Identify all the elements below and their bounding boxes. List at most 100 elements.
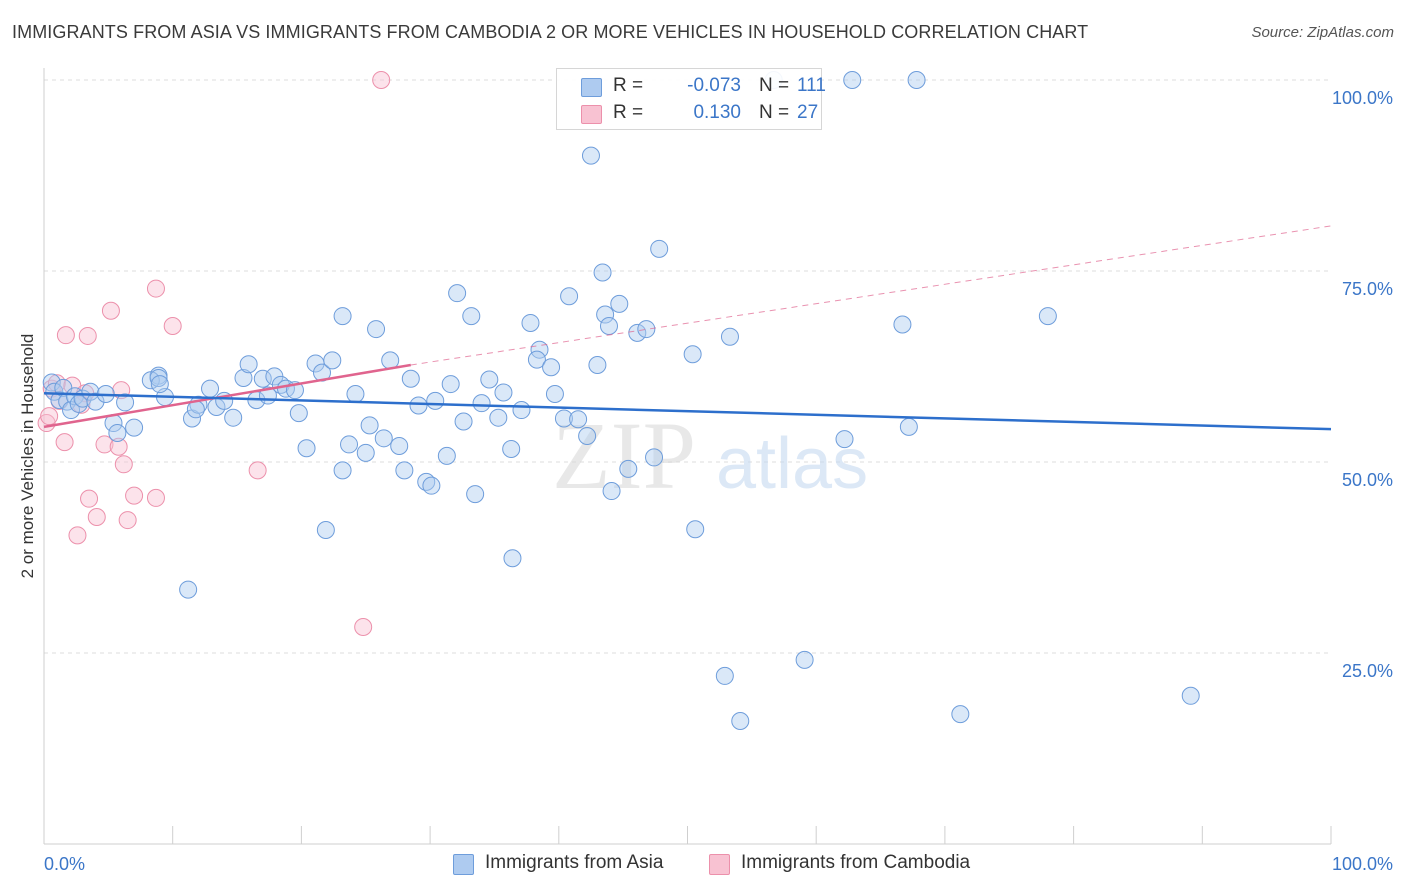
asia-point: [1181, 686, 1200, 705]
asia-point: [356, 443, 375, 462]
asia-point: [333, 461, 352, 480]
asia-point: [602, 482, 621, 501]
asia-point: [554, 409, 573, 428]
asia-point: [569, 410, 588, 429]
asia-point: [731, 711, 750, 730]
cambodia-point: [118, 511, 137, 530]
axes: [43, 68, 1332, 845]
cambodia-point: [37, 414, 56, 433]
x-tick-label-min: 0.0%: [44, 854, 85, 874]
asia-point: [45, 382, 64, 401]
cambodia-point: [78, 326, 97, 345]
asia-point: [441, 375, 460, 394]
asia-point: [610, 294, 629, 313]
asia-point: [409, 396, 428, 415]
chart-title: IMMIGRANTS FROM ASIA VS IMMIGRANTS FROM …: [12, 22, 1089, 42]
asia-point: [489, 408, 508, 427]
asia-point: [619, 459, 638, 478]
asia-point: [1038, 307, 1057, 326]
asia-point: [395, 461, 414, 480]
correlation-legend: R = -0.073 N = 111 R = 0.130 N = 27: [556, 68, 826, 130]
asia-point: [596, 305, 615, 324]
asia-point: [323, 351, 342, 370]
asia-point: [628, 323, 647, 342]
asia-point: [86, 392, 105, 411]
asia-point: [297, 439, 316, 458]
asia-point: [503, 549, 522, 568]
asia-point: [843, 71, 862, 89]
tick-labels: 25.0% 50.0% 75.0% 100.0% 0.0% 100.0%: [44, 88, 1393, 874]
asia-point: [346, 385, 365, 404]
asia-point: [715, 666, 734, 685]
cambodia-point: [146, 279, 165, 298]
legend-n-label-asia: N =: [759, 75, 790, 96]
trend-lines: [43, 225, 1332, 431]
asia-point: [448, 284, 467, 303]
asia-point: [201, 379, 220, 398]
cambodia-point: [101, 301, 120, 320]
bottom-legend-label-asia: Immigrants from Asia: [485, 852, 664, 873]
asia-point: [333, 307, 352, 326]
grid-lines: [44, 79, 1331, 654]
asia-point: [835, 430, 854, 449]
asia-point: [224, 408, 243, 427]
y-tick-label-100: 100.0%: [1332, 88, 1393, 108]
cambodia-point: [163, 317, 182, 336]
asia-point: [588, 355, 607, 374]
cambodia-point: [80, 489, 99, 508]
asia-point: [593, 263, 612, 282]
cambodia-point: [55, 433, 74, 452]
asia-point: [494, 383, 513, 402]
watermark-atlas: atlas: [716, 424, 868, 504]
asia-point: [795, 650, 814, 669]
asia-point: [116, 393, 135, 412]
asia-point: [374, 429, 393, 448]
asia-point: [426, 391, 445, 410]
cambodia-point: [56, 326, 75, 345]
asia-point: [686, 520, 705, 539]
cambodia-point: [109, 437, 128, 456]
asia-point: [472, 394, 491, 413]
asia-point: [150, 375, 169, 394]
asia-point: [401, 369, 420, 388]
y-axis-label: 2 or more Vehicles in Household: [18, 333, 37, 579]
asia-point: [645, 448, 664, 467]
cambodia-point: [125, 486, 144, 505]
asia-point: [50, 391, 69, 410]
bottom-legend-swatch-asia: [453, 854, 474, 875]
x-tick-label-max: 100.0%: [1332, 854, 1393, 874]
cambodia-trend-line: [43, 363, 412, 429]
asia-point: [253, 369, 272, 388]
asia-point: [125, 418, 144, 437]
legend-swatch-asia: [581, 78, 602, 97]
legend-n-value-asia: 111: [797, 75, 826, 96]
legend-n-value-cambodia: 27: [797, 102, 819, 123]
asia-point: [480, 370, 499, 389]
cambodia-point: [68, 526, 87, 545]
asia-point: [502, 440, 521, 459]
cambodia-trend-extension: [410, 225, 1332, 366]
asia-point: [512, 401, 531, 420]
asia-point: [578, 427, 597, 446]
asia-point: [521, 313, 540, 332]
asia-point: [466, 485, 485, 504]
asia-point: [720, 327, 739, 346]
asia-point: [527, 350, 546, 369]
asia-point: [581, 146, 600, 165]
asia-point: [650, 239, 669, 258]
asia-point: [437, 446, 456, 465]
asia-point: [599, 317, 618, 336]
asia-point: [454, 412, 473, 431]
asia-point: [907, 71, 926, 89]
asia-point: [179, 580, 198, 599]
legend-r-value-cambodia: 0.130: [693, 102, 741, 123]
asia-point: [390, 436, 409, 455]
cambodia-point: [95, 435, 114, 454]
asia-point: [545, 385, 564, 404]
y-tick-label-25: 25.0%: [1342, 661, 1393, 681]
asia-trend-line: [43, 391, 1332, 431]
asia-point: [899, 417, 918, 436]
asia-point: [951, 705, 970, 724]
asia-point: [239, 355, 258, 374]
